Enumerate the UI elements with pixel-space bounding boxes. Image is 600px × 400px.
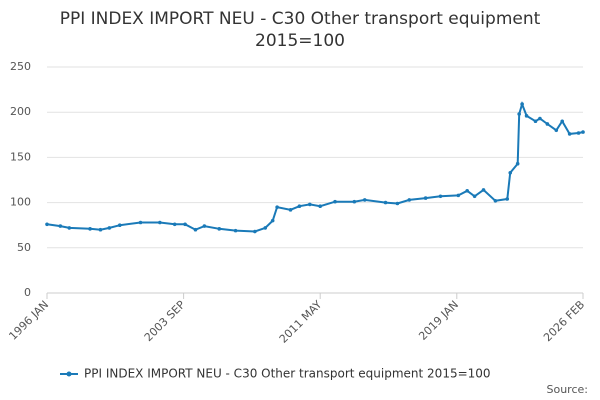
point [517,112,521,116]
x-tick-label: 2003 SEP [142,298,188,344]
point [217,227,222,231]
point [423,196,428,200]
y-tick-label: 50 [17,241,31,254]
point [545,122,550,126]
point [297,204,302,209]
point [117,223,122,227]
y-tick-label: 200 [10,105,31,118]
chart-title: PPI INDEX IMPORT NEU - C30 Other transpo… [60,9,541,29]
x-tick-label: 2019 JAN [416,298,461,343]
y-tick-label: 150 [10,150,31,163]
point [395,201,400,206]
point [202,224,207,228]
point [505,197,510,201]
point [172,222,177,227]
point [288,208,293,212]
point [560,119,565,124]
point [472,194,477,199]
point [407,198,412,202]
point [138,220,143,225]
point [270,218,275,223]
point [107,226,112,230]
point [554,128,559,133]
point [308,202,312,207]
y-tick-label: 250 [10,60,31,73]
source: Source: [547,383,589,396]
chart-subtitle: 2015=100 [255,31,345,51]
x-tick-label: 2011 MAY [277,298,325,346]
point [67,226,72,230]
point [263,226,268,230]
point [524,114,529,118]
point [383,200,388,205]
series-line [46,100,584,233]
point [508,170,513,175]
legend-marker [66,371,72,377]
point [233,228,238,233]
point [567,132,572,136]
point [98,227,103,232]
point [45,222,49,227]
point [58,224,63,228]
point [481,188,486,192]
point [515,161,520,166]
point [456,193,461,198]
x-tick-label: 1996 JAN [6,298,51,343]
point [88,227,92,231]
point [158,220,162,225]
point [183,222,187,227]
point [253,229,257,234]
x-tick-label: 2026 FEB [541,298,587,344]
point [465,189,469,193]
point [352,199,357,204]
point [581,130,585,134]
point [362,198,367,202]
point [576,131,581,135]
point [438,194,443,199]
point [275,205,279,209]
point [318,204,322,209]
y-tick-label: 0 [24,286,31,299]
point [193,227,198,232]
point [520,102,524,106]
point [333,199,337,204]
point [493,198,498,203]
point [538,116,542,121]
y-tick-label: 100 [10,196,31,209]
point [533,119,538,124]
legend-label: PPI INDEX IMPORT NEU - C30 Other transpo… [84,367,491,381]
